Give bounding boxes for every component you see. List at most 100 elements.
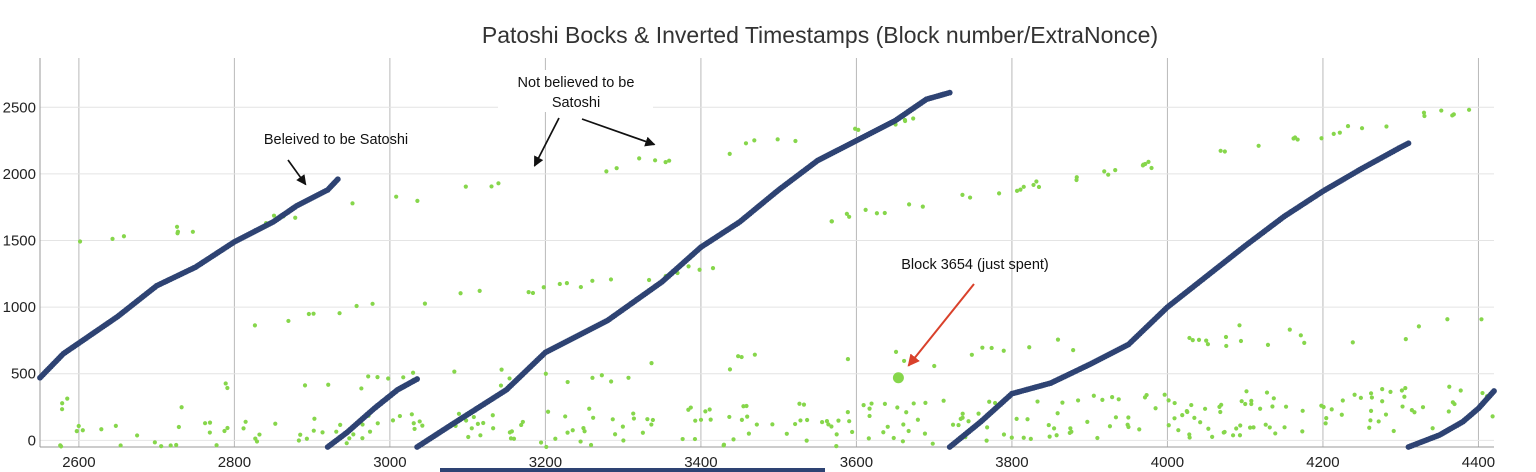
other-block-point: [1243, 401, 1248, 407]
other-block-point: [754, 422, 759, 427]
other-block-point: [1323, 421, 1328, 426]
other-block-point: [710, 266, 716, 271]
x-tick-label: 3200: [529, 454, 562, 471]
other-block-point: [1369, 395, 1374, 400]
other-block-point: [1283, 404, 1289, 409]
other-block-point: [591, 415, 596, 420]
other-block-point: [1218, 148, 1223, 153]
scrollbar-indicator[interactable]: [440, 468, 825, 472]
other-block-point: [477, 288, 482, 294]
other-block-point: [1383, 412, 1389, 417]
other-block-point: [176, 424, 181, 430]
y-tick-label: 1000: [3, 299, 36, 316]
other-block-point: [76, 423, 81, 429]
other-block-point: [359, 386, 364, 391]
other-block-point: [401, 375, 406, 380]
other-block-point: [243, 419, 248, 424]
other-block-point: [775, 137, 780, 142]
other-block-point: [273, 421, 278, 426]
other-block-point: [1196, 337, 1202, 342]
other-block-point: [1238, 423, 1243, 428]
other-block-point: [1402, 394, 1407, 399]
patoshi-block-point: [946, 89, 953, 96]
other-block-point: [293, 215, 298, 220]
other-block-point: [1143, 161, 1148, 167]
other-block-point: [351, 432, 356, 437]
annotation-not-satoshi-label: Not believed to be: [518, 75, 635, 91]
other-block-point: [1146, 159, 1151, 164]
other-block-point: [1055, 337, 1061, 342]
other-block-point: [1206, 426, 1211, 431]
other-block-point: [1100, 397, 1105, 402]
other-block-point: [969, 352, 974, 357]
other-block-point: [565, 379, 570, 385]
other-block-point: [744, 403, 749, 409]
other-block-point: [1219, 402, 1224, 407]
other-block-point: [420, 423, 425, 428]
other-block-point: [304, 436, 309, 441]
other-block-point: [1292, 135, 1298, 140]
other-block-point: [1258, 406, 1263, 411]
other-block-point: [135, 433, 140, 438]
other-block-point: [1430, 426, 1435, 431]
other-block-point: [645, 417, 650, 422]
other-block-point: [1034, 179, 1039, 184]
other-block-point: [904, 410, 909, 415]
other-block-point: [845, 356, 851, 362]
patoshi-series: [37, 89, 1497, 450]
other-block-point: [469, 426, 474, 431]
other-block-point: [190, 229, 195, 234]
other-block-point: [1298, 333, 1303, 338]
other-block-point: [1265, 342, 1271, 348]
other-block-point: [1031, 182, 1036, 188]
other-block-point: [1380, 399, 1385, 404]
other-block-point: [553, 436, 558, 441]
other-block-point: [989, 345, 994, 351]
other-block-point: [59, 407, 65, 412]
annotation-arrow: [581, 118, 656, 147]
other-block-point: [1187, 432, 1192, 437]
other-block-point: [222, 428, 227, 434]
other-block-point: [1144, 392, 1149, 398]
other-block-point: [922, 431, 928, 436]
other-block-point: [950, 422, 956, 427]
y-tick-label: 1500: [3, 233, 36, 250]
other-block-point: [1271, 396, 1276, 401]
other-block-point: [1204, 338, 1209, 343]
other-block-point: [354, 303, 359, 309]
other-block-point: [941, 398, 946, 403]
other-block-point: [1190, 338, 1195, 343]
other-block-point: [1490, 414, 1495, 419]
other-block-point: [113, 423, 118, 428]
other-block-point: [805, 417, 810, 423]
other-block-point: [570, 428, 575, 433]
other-block-point: [847, 214, 852, 219]
other-block-point: [867, 406, 872, 411]
other-block-point: [225, 385, 230, 391]
other-block-point: [797, 401, 802, 406]
other-block-point: [241, 426, 246, 431]
other-block-point: [463, 184, 468, 189]
other-block-point: [901, 422, 906, 427]
other-block-point: [344, 441, 349, 446]
annotation-block-3654-label: Block 3654 (just spent): [901, 257, 1049, 273]
other-block-point: [1273, 431, 1278, 436]
other-block-point: [65, 396, 70, 401]
other-block-point: [829, 424, 834, 429]
other-block-point: [1319, 403, 1324, 408]
other-block-point: [608, 277, 614, 282]
other-block-point: [466, 434, 471, 440]
other-block-point: [869, 401, 874, 406]
other-block-point: [1085, 419, 1090, 424]
other-block-point: [885, 424, 890, 429]
other-block-point: [360, 422, 365, 427]
other-block-point: [1230, 433, 1236, 438]
other-block-point: [422, 301, 428, 306]
other-block-point: [911, 116, 916, 121]
other-block-point: [698, 417, 704, 422]
other-block-point: [906, 202, 912, 207]
other-block-point: [1399, 388, 1404, 393]
other-block-point: [1450, 113, 1455, 118]
other-block-point: [74, 429, 79, 434]
other-block-point: [1176, 428, 1181, 433]
